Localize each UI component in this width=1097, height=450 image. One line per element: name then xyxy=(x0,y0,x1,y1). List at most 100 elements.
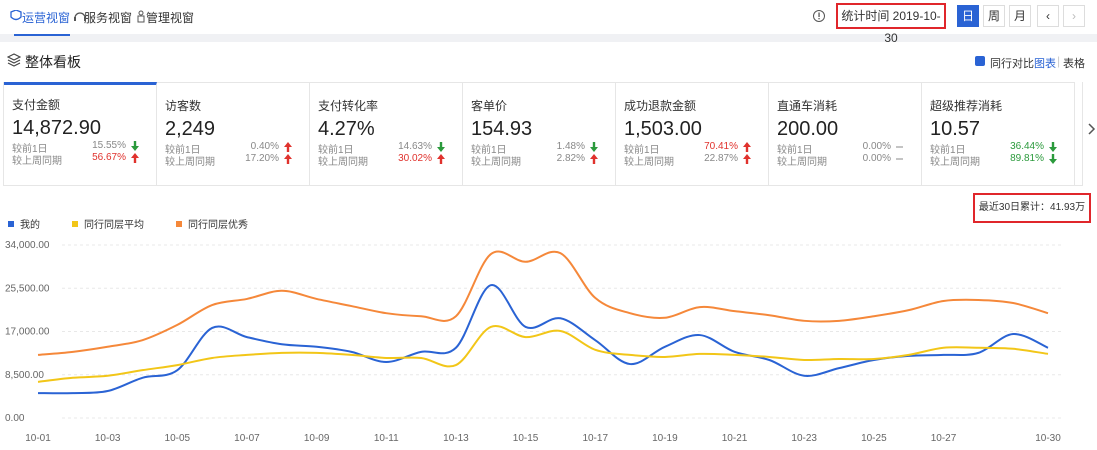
trend-icon xyxy=(1049,142,1057,152)
info-icon[interactable] xyxy=(812,9,826,23)
compare-row: 较前1日 1.48% xyxy=(471,141,615,156)
card-title: 支付金额 xyxy=(12,98,61,112)
trend-icon xyxy=(284,154,292,164)
board-title: 整体看板 xyxy=(25,54,81,70)
legend-label: 同行同层平均 xyxy=(84,218,144,231)
trend-icon xyxy=(743,154,751,164)
compare-label: 较上周同期 xyxy=(165,157,215,168)
metric-card[interactable]: 超级推荐消耗 10.57 较前1日 36.44% 较上周同期 89.81% xyxy=(922,82,1075,185)
metric-card[interactable]: 访客数 2,249 较前1日 0.40% 较上周同期 17.20% xyxy=(157,82,310,185)
trend-icon xyxy=(896,146,903,148)
x-tick-label: 10-17 xyxy=(582,433,608,444)
compare-label: 较前1日 xyxy=(624,145,660,156)
compare-pct: 2.82% xyxy=(556,153,585,164)
top-nav: 运营视窗 服务视窗 管理视窗 统计时间 2019-10-30 日周月 ‹ › xyxy=(0,0,1097,45)
compare-label: 较上周同期 xyxy=(12,156,62,167)
tab[interactable]: 管理视窗 xyxy=(146,11,195,25)
card-title: 直通车消耗 xyxy=(777,99,838,113)
compare-pct: 56.67% xyxy=(92,152,126,163)
legend-swatch xyxy=(8,221,14,227)
x-tick-label: 10-27 xyxy=(931,433,957,444)
series-line xyxy=(37,284,1049,395)
trend-icon xyxy=(131,141,139,151)
compare-label: 较前1日 xyxy=(318,145,354,156)
compare-label: 较前1日 xyxy=(930,145,966,156)
metric-card[interactable]: 直通车消耗 200.00 较前1日 0.00% 较上周同期 0.00% xyxy=(769,82,922,185)
tab[interactable]: 运营视窗 xyxy=(13,11,71,36)
card-title: 成功退款金额 xyxy=(624,99,697,113)
metric-card[interactable]: 客单价 154.93 较前1日 1.48% 较上周同期 2.82% xyxy=(463,82,616,185)
legend-label: 我的 xyxy=(20,218,40,231)
x-tick-label: 10-19 xyxy=(652,433,678,444)
cards-next[interactable] xyxy=(1087,122,1097,136)
trend-icon xyxy=(896,158,903,160)
x-tick-label: 10-23 xyxy=(791,433,817,444)
compare-label: 较上周同期 xyxy=(777,157,827,168)
checkbox[interactable] xyxy=(975,56,985,66)
stat-time: 统计时间 2019-10-30 xyxy=(836,3,946,45)
period-button[interactable]: 月 xyxy=(1009,5,1031,27)
cards: 支付金额 14,872.90 较前1日 15.55% 较上周同期 56.67% 访客数 2,2… xyxy=(3,82,1083,186)
trend-icon xyxy=(743,142,751,152)
compare-label: 较上周同期 xyxy=(471,157,521,168)
card-value: 154.93 xyxy=(471,118,533,140)
view-option[interactable]: 图表 xyxy=(1034,58,1056,70)
compare-pct: 0.00% xyxy=(862,153,891,164)
metric-card[interactable]: 支付转化率 4.27% 较前1日 14.63% 较上周同期 30.02% xyxy=(310,82,463,185)
card-value: 1,503.00 xyxy=(624,118,702,140)
compare-pct: 1.48% xyxy=(556,141,585,152)
compare-label: 较上周同期 xyxy=(318,157,368,168)
compare-pct: 89.81% xyxy=(1010,153,1044,164)
compare-label: 较前1日 xyxy=(12,144,48,155)
tab[interactable]: 服务视窗 xyxy=(84,11,133,25)
compare-row: 较前1日 0.00% xyxy=(777,141,921,156)
tab-icons xyxy=(10,10,145,23)
period-button[interactable]: 日 xyxy=(957,5,979,27)
period-button[interactable]: 周 xyxy=(983,5,1005,27)
card-value: 200.00 xyxy=(777,118,839,140)
compare-label: 较上周同期 xyxy=(624,157,674,168)
compare-row: 较上周同期 89.81% xyxy=(930,153,1074,168)
compare-row: 较上周同期 30.02% xyxy=(318,153,462,168)
metric-card[interactable]: 支付金额 14,872.90 较前1日 15.55% 较上周同期 56.67% xyxy=(4,82,157,185)
compare-row: 较前1日 36.44% xyxy=(930,141,1074,156)
compare-pct: 17.20% xyxy=(245,153,279,164)
card-value: 10.57 xyxy=(930,118,981,140)
layers-icon xyxy=(7,53,21,67)
y-tick-label: 25,500.00 xyxy=(5,283,50,294)
series-line xyxy=(37,324,1049,383)
compare-pct: 22.87% xyxy=(704,153,738,164)
next-button[interactable]: › xyxy=(1063,5,1085,27)
metric-card[interactable]: 成功退款金额 1,503.00 较前1日 70.41% 较上周同期 22.87% xyxy=(616,82,769,185)
compare-row: 较上周同期 22.87% xyxy=(624,153,768,168)
compare-row: 较前1日 0.40% xyxy=(165,141,309,156)
x-tick-label: 10-30 xyxy=(1035,433,1061,444)
trend-icon xyxy=(437,142,445,152)
compare-row: 较上周同期 2.82% xyxy=(471,153,615,168)
x-tick-label: 10-15 xyxy=(513,433,539,444)
compare-label[interactable]: 同行对比 xyxy=(990,58,1034,70)
legend-swatch xyxy=(72,221,78,227)
x-tick-label: 10-03 xyxy=(95,433,121,444)
chart: 0.00 8,500.00 17,000.00 25,500.00 34,000.00 1… xyxy=(5,218,1062,444)
x-tick-label: 10-13 xyxy=(443,433,469,444)
card-title: 访客数 xyxy=(165,99,202,113)
x-tick-label: 10-01 xyxy=(25,433,51,444)
prev-button[interactable]: ‹ xyxy=(1037,5,1059,27)
trend-icon xyxy=(590,154,598,164)
separator: | xyxy=(1057,54,1061,68)
x-tick-label: 10-25 xyxy=(861,433,887,444)
compare-pct: 15.55% xyxy=(92,140,126,151)
compare-pct: 0.00% xyxy=(862,141,891,152)
compare-row: 较前1日 70.41% xyxy=(624,141,768,156)
compare-row: 较上周同期 0.00% xyxy=(777,153,921,168)
view-option[interactable]: 表格 xyxy=(1063,58,1085,70)
x-tick-label: 10-05 xyxy=(165,433,191,444)
legend-swatch xyxy=(176,221,182,227)
trend-icon xyxy=(284,142,292,152)
compare-row: 较前1日 14.63% xyxy=(318,141,462,156)
compare-pct: 0.40% xyxy=(250,141,279,152)
card-title: 支付转化率 xyxy=(318,99,379,113)
legend-label: 同行同层优秀 xyxy=(188,218,248,231)
